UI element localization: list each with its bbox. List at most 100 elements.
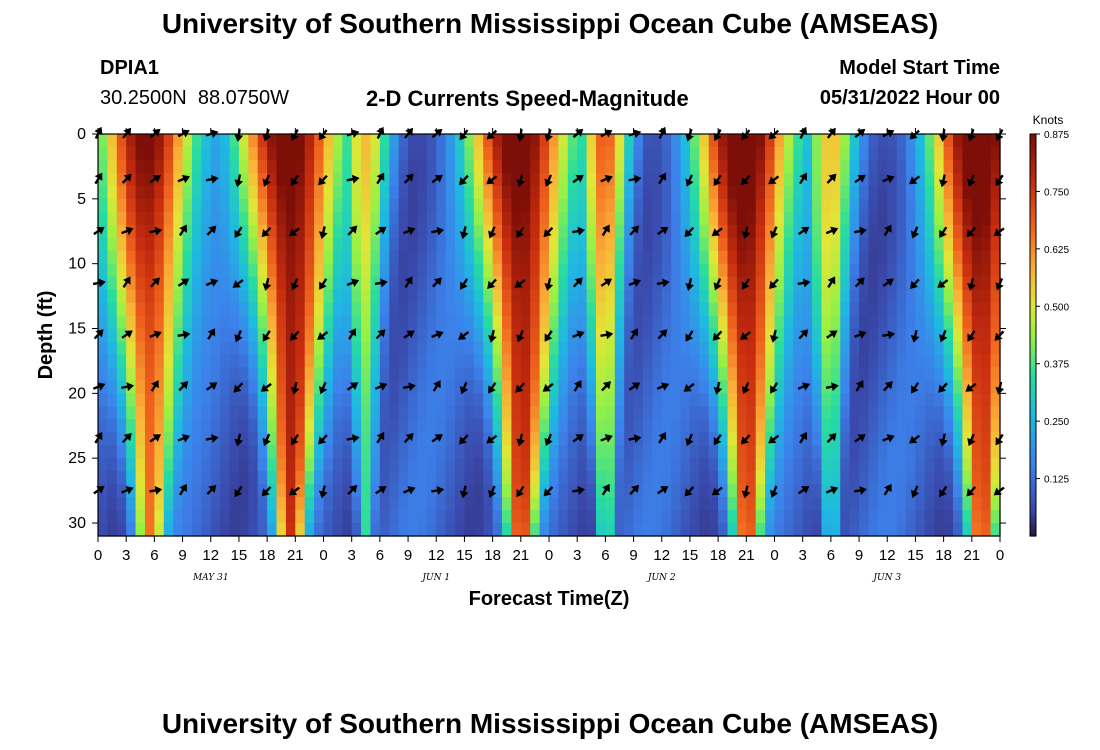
heatmap-cell: [859, 263, 870, 278]
heatmap-cell: [971, 315, 982, 330]
heatmap-cell: [304, 159, 315, 174]
heatmap-cell: [398, 185, 409, 200]
heatmap-cell: [614, 367, 625, 381]
heatmap-cell: [689, 198, 700, 213]
heatmap-cell: [614, 211, 625, 226]
heatmap-cell: [445, 185, 456, 200]
heatmap-cell: [201, 497, 212, 511]
heatmap-cell: [746, 224, 757, 239]
heatmap-cell: [135, 341, 146, 356]
heatmap-cell: [840, 354, 851, 369]
heatmap-cell: [295, 510, 306, 524]
heatmap-cell: [624, 406, 635, 420]
heatmap-cell: [671, 484, 682, 498]
heatmap-cell: [774, 224, 785, 239]
heatmap-cell: [492, 354, 503, 369]
heatmap-cell: [642, 471, 653, 485]
heatmap-cell: [614, 289, 625, 304]
current-arrow: [572, 277, 583, 288]
heatmap-cell: [257, 523, 268, 537]
heatmap-cell: [680, 302, 691, 317]
heatmap-cell: [595, 289, 606, 304]
heatmap-cell: [812, 367, 823, 381]
current-arrow: [853, 485, 867, 495]
heatmap-cell: [774, 523, 785, 537]
heatmap-cell: [417, 458, 428, 472]
heatmap-cell: [135, 458, 146, 472]
heatmap-cell: [981, 471, 992, 485]
heatmap-cell: [502, 406, 513, 420]
heatmap-cell: [727, 471, 738, 485]
heatmap-cell: [671, 159, 682, 174]
heatmap-cell: [812, 185, 823, 200]
x-tick-label: 9: [404, 547, 412, 564]
current-arrow: [600, 174, 613, 184]
heatmap-cell: [539, 471, 550, 485]
heatmap-cell: [98, 172, 108, 187]
current-arrow: [797, 278, 811, 288]
heatmap-cell: [502, 198, 513, 213]
heatmap-cell: [464, 134, 475, 148]
heatmap-cell: [614, 328, 625, 343]
heatmap-cell: [793, 367, 804, 381]
heatmap-cell: [924, 406, 935, 420]
heatmap-cell: [953, 458, 964, 472]
heatmap-cell: [906, 497, 917, 511]
heatmap-cell: [605, 211, 616, 226]
heatmap-cell: [971, 198, 982, 213]
heatmap-cell: [502, 315, 513, 330]
heatmap-cell: [520, 185, 531, 200]
heatmap-cell: [868, 432, 879, 446]
heatmap-cell: [267, 341, 278, 356]
heatmap-cell: [483, 445, 494, 459]
current-arrow: [346, 278, 360, 287]
heatmap-cell: [624, 471, 635, 485]
heatmap-cell: [830, 237, 841, 252]
heatmap-cell: [802, 263, 813, 278]
heatmap-cell: [718, 367, 729, 381]
heatmap-cell: [107, 237, 118, 252]
heatmap-cell: [520, 380, 531, 394]
heatmap-cell: [567, 185, 578, 200]
heatmap-cell: [154, 510, 165, 524]
heatmap-cell: [426, 276, 437, 291]
heatmap-cell: [727, 419, 738, 433]
heatmap-cell: [379, 302, 390, 317]
heatmap-cell: [351, 510, 362, 524]
heatmap-cell: [746, 134, 757, 148]
heatmap-cell: [924, 367, 935, 381]
heatmap-cell: [98, 484, 108, 498]
heatmap-cell: [633, 328, 644, 343]
current-arrow: [404, 276, 413, 288]
heatmap-cell: [445, 393, 456, 407]
heatmap-cell: [201, 185, 212, 200]
heatmap-cell: [755, 289, 766, 304]
heatmap-cell: [295, 134, 306, 148]
heatmap-cell: [830, 159, 841, 174]
heatmap-cell: [802, 315, 813, 330]
heatmap-cell: [455, 198, 466, 213]
heatmap-cell: [248, 367, 259, 381]
heatmap-cell: [887, 523, 898, 537]
heatmap-cell: [248, 185, 259, 200]
colorbar-step: [1030, 525, 1036, 530]
heatmap-cell: [163, 367, 174, 381]
heatmap-cell: [417, 276, 428, 291]
current-arrow: [318, 226, 328, 240]
heatmap-cell: [661, 198, 672, 213]
current-arrow: [740, 434, 751, 445]
current-arrow: [910, 485, 920, 498]
heatmap-cell: [417, 393, 428, 407]
heatmap-cell: [520, 172, 531, 187]
heatmap-cell: [830, 134, 841, 148]
heatmap-cell: [605, 276, 616, 291]
current-arrow: [826, 432, 837, 444]
heatmap-cell: [361, 224, 372, 239]
heatmap-cell: [586, 406, 597, 420]
heatmap-cell: [511, 315, 522, 330]
heatmap-cell: [727, 328, 738, 343]
heatmap-cell: [633, 510, 644, 524]
heatmap-cell: [370, 406, 381, 420]
heatmap-cell: [502, 432, 513, 446]
heatmap-cell: [971, 432, 982, 446]
